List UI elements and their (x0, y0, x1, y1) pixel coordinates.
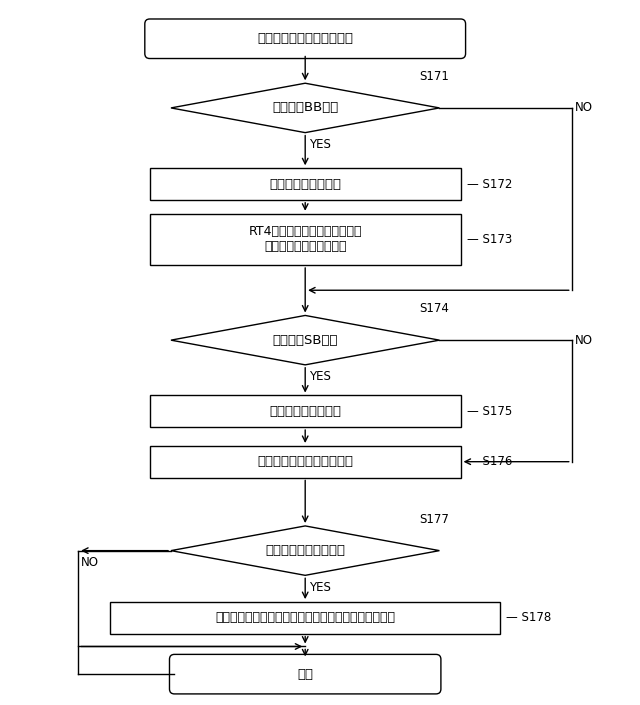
Text: — S172: — S172 (467, 178, 512, 190)
Text: NO: NO (575, 333, 593, 347)
Bar (150, 214, 461, 265)
Text: NO: NO (575, 102, 593, 114)
Text: 戻る: 戻る (297, 668, 313, 680)
Text: YES: YES (309, 581, 331, 594)
Text: S177: S177 (420, 513, 449, 525)
Polygon shape (171, 526, 440, 575)
Text: 表示役はSBか？: 表示役はSBか？ (273, 333, 338, 347)
Text: 投入枚数カウンタの値を自動投入枚数カウンタに複写: 投入枚数カウンタの値を自動投入枚数カウンタに複写 (215, 611, 395, 625)
Text: ボーナス作動時処理: ボーナス作動時処理 (269, 178, 341, 190)
Polygon shape (171, 83, 440, 133)
Text: — S178: — S178 (506, 611, 551, 625)
Text: S171: S171 (420, 70, 449, 82)
Text: 表示役はBBか？: 表示役はBBか？ (272, 102, 339, 114)
Polygon shape (171, 315, 440, 365)
Bar (150, 446, 461, 477)
Text: — S175: — S175 (467, 405, 512, 418)
Text: ボーナス作動チェック処理: ボーナス作動チェック処理 (257, 32, 353, 45)
FancyBboxPatch shape (170, 654, 441, 694)
Text: ボーナス開始コマンド送信: ボーナス開始コマンド送信 (257, 455, 353, 468)
Bar (110, 602, 500, 634)
FancyBboxPatch shape (145, 19, 465, 59)
Text: RT4遊技状態フラグをオフし、
持越役格納領域をクリア: RT4遊技状態フラグをオフし、 持越役格納領域をクリア (248, 226, 362, 253)
Text: YES: YES (309, 370, 331, 384)
Text: S174: S174 (420, 302, 449, 315)
Bar (150, 168, 461, 200)
Bar (150, 396, 461, 427)
Text: — S173: — S173 (467, 233, 512, 246)
Text: NO: NO (81, 556, 99, 569)
Text: YES: YES (309, 138, 331, 151)
Text: ボーナス作動時処理: ボーナス作動時処理 (269, 405, 341, 418)
Text: — S176: — S176 (467, 455, 512, 468)
Text: 表示役はリプレイか？: 表示役はリプレイか？ (265, 544, 345, 557)
